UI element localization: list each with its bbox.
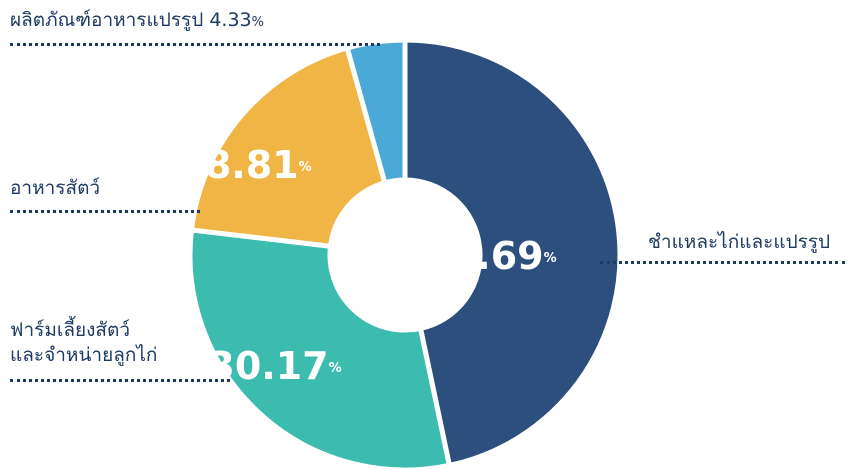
category-text: อาหารสัตว์ bbox=[10, 177, 100, 199]
category-label: ฟาร์มเลี้ยงสัตว์ และจำหน่ายลูกไก่ bbox=[10, 318, 157, 368]
leader-line bbox=[600, 261, 845, 264]
category-label: อาหารสัตว์ bbox=[10, 176, 100, 201]
leader-line bbox=[10, 43, 380, 46]
category-text: ชำแหละไก่และแปรรูป bbox=[648, 231, 830, 253]
value-number: 4.33 bbox=[209, 9, 251, 31]
value-unit: % bbox=[544, 251, 557, 266]
category-label: ผลิตภัณฑ์อาหารแปรรูป 4.33% bbox=[10, 8, 264, 35]
value-label: 18.81% bbox=[178, 143, 311, 187]
value-number: 46.69 bbox=[423, 234, 543, 278]
leader-line bbox=[10, 210, 200, 213]
category-label: ชำแหละไก่และแปรรูป bbox=[648, 230, 830, 255]
leader-line bbox=[10, 379, 230, 382]
chart: 46.69%30.17%18.81% ชำแหละไก่และแปรรูปฟาร… bbox=[0, 0, 859, 469]
value-unit: % bbox=[299, 160, 312, 175]
category-text: ฟาร์มเลี้ยงสัตว์ และจำหน่ายลูกไก่ bbox=[10, 319, 157, 366]
value-label: 46.69% bbox=[423, 234, 556, 278]
value-unit: % bbox=[329, 361, 342, 376]
value-number: 18.81 bbox=[178, 143, 298, 187]
value-unit: % bbox=[252, 15, 264, 30]
category-text: ผลิตภัณฑ์อาหารแปรรูป bbox=[10, 9, 203, 31]
